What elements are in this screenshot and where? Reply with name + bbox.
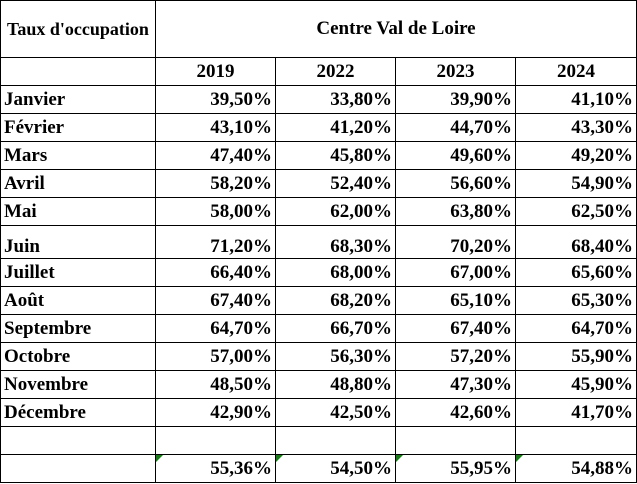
month-label: Mars (0, 141, 156, 170)
rate-cell: 48,80% (275, 370, 396, 399)
month-label: Décembre (0, 398, 156, 427)
rate-cell: 67,00% (395, 258, 516, 287)
empty-cell (275, 426, 396, 455)
month-row: Octobre 57,00% 56,30% 57,20% 55,90% (0, 342, 637, 371)
rate-cell: 41,10% (514, 85, 637, 114)
rate-cell: 67,40% (155, 286, 276, 315)
rate-cell: 57,00% (155, 342, 276, 371)
month-label: Juin (0, 225, 156, 259)
month-row: Juin 71,20% 68,30% 70,20% 68,40% (0, 225, 637, 259)
rate-cell: 45,80% (275, 141, 396, 170)
rate-cell: 64,70% (155, 314, 276, 343)
month-label: Novembre (0, 370, 156, 399)
header-label: Taux d'occupation (0, 0, 156, 58)
blank-row (0, 426, 637, 455)
month-row: Mai 58,00% 62,00% 63,80% 62,50% (0, 197, 637, 226)
month-row: Août 67,40% 68,20% 65,10% 65,30% (0, 286, 637, 315)
rate-cell: 41,70% (514, 398, 637, 427)
month-label: Juillet (0, 258, 156, 287)
rate-cell: 64,70% (514, 314, 637, 343)
total-cell: 55,36% (155, 454, 276, 483)
rate-cell: 67,40% (395, 314, 516, 343)
rate-cell: 68,20% (275, 286, 396, 315)
rate-cell: 49,60% (395, 141, 516, 170)
rate-cell: 55,90% (514, 342, 637, 371)
rate-cell: 68,30% (275, 225, 396, 259)
month-label: Janvier (0, 85, 156, 114)
total-cell: 55,95% (395, 454, 516, 483)
rate-cell: 47,40% (155, 141, 276, 170)
rate-cell: 58,20% (155, 169, 276, 198)
rate-cell: 71,20% (155, 225, 276, 259)
total-cell: 54,50% (275, 454, 396, 483)
rate-cell: 66,40% (155, 258, 276, 287)
rate-cell: 62,00% (275, 197, 396, 226)
error-indicator (516, 455, 523, 462)
rate-cell: 43,30% (514, 113, 637, 142)
empty-cell (514, 426, 637, 455)
rate-cell: 63,80% (395, 197, 516, 226)
rate-cell: 49,20% (514, 141, 637, 170)
year-header: 2019 (155, 57, 276, 86)
rate-cell: 68,00% (275, 258, 396, 287)
rate-cell: 65,30% (514, 286, 637, 315)
month-row: Février 43,10% 41,20% 44,70% 43,30% (0, 113, 637, 142)
rate-cell: 47,30% (395, 370, 516, 399)
month-label: Août (0, 286, 156, 315)
month-label: Février (0, 113, 156, 142)
empty-cell (0, 454, 156, 483)
year-header: 2023 (395, 57, 516, 86)
month-label: Avril (0, 169, 156, 198)
empty-cell (0, 426, 156, 455)
error-indicator (396, 455, 403, 462)
rate-cell: 70,20% (395, 225, 516, 259)
rate-cell: 62,50% (514, 197, 637, 226)
rate-cell: 42,90% (155, 398, 276, 427)
empty-cell (395, 426, 516, 455)
rate-cell: 66,70% (275, 314, 396, 343)
rate-cell: 57,20% (395, 342, 516, 371)
total-row: 55,36% 54,50% 55,95% 54,88% (0, 454, 637, 483)
rate-cell: 45,90% (514, 370, 637, 399)
month-row: Septembre 64,70% 66,70% 67,40% 64,70% (0, 314, 637, 343)
rate-cell: 58,00% (155, 197, 276, 226)
year-header: 2022 (275, 57, 396, 86)
error-indicator (156, 455, 163, 462)
rate-cell: 39,90% (395, 85, 516, 114)
rate-cell: 54,90% (514, 169, 637, 198)
month-row: Janvier 39,50% 33,80% 39,90% 41,10% (0, 85, 637, 114)
total-cell: 54,88% (514, 454, 637, 483)
month-label: Octobre (0, 342, 156, 371)
empty-cell (0, 57, 156, 86)
month-row: Juillet 66,40% 68,00% 67,00% 65,60% (0, 258, 637, 287)
rate-cell: 33,80% (275, 85, 396, 114)
rate-cell: 41,20% (275, 113, 396, 142)
year-row: 2019 2022 2023 2024 (0, 57, 637, 86)
month-label: Septembre (0, 314, 156, 343)
month-row: Décembre 42,90% 42,50% 42,60% 41,70% (0, 398, 637, 427)
rate-cell: 42,50% (275, 398, 396, 427)
rate-cell: 52,40% (275, 169, 396, 198)
rate-cell: 56,60% (395, 169, 516, 198)
rate-cell: 56,30% (275, 342, 396, 371)
rate-cell: 65,60% (514, 258, 637, 287)
empty-cell (155, 426, 276, 455)
region-title: Centre Val de Loire (154, 0, 637, 58)
rate-cell: 44,70% (395, 113, 516, 142)
month-label: Mai (0, 197, 156, 226)
rate-cell: 39,50% (155, 85, 276, 114)
header-row: Taux d'occupation Centre Val de Loire (0, 0, 637, 58)
rate-cell: 43,10% (155, 113, 276, 142)
year-header: 2024 (514, 57, 637, 86)
month-row: Avril 58,20% 52,40% 56,60% 54,90% (0, 169, 637, 198)
month-row: Mars 47,40% 45,80% 49,60% 49,20% (0, 141, 637, 170)
rate-cell: 65,10% (395, 286, 516, 315)
month-row: Novembre 48,50% 48,80% 47,30% 45,90% (0, 370, 637, 399)
rate-cell: 68,40% (514, 225, 637, 259)
error-indicator (276, 455, 283, 462)
rate-cell: 48,50% (155, 370, 276, 399)
rate-cell: 42,60% (395, 398, 516, 427)
